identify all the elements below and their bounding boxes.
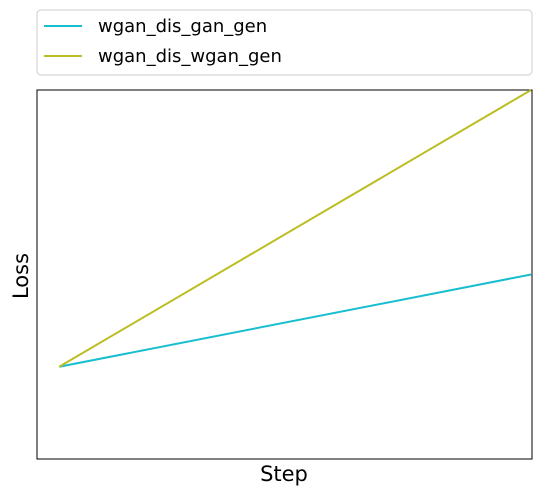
plot-area	[36, 89, 533, 460]
series-line-wgan-dis-gan-gen	[58, 273, 532, 368]
series-line-wgan-dis-wgan-gen	[58, 89, 532, 368]
x-axis-label: Step	[260, 462, 308, 486]
series-group	[58, 89, 532, 368]
legend-box	[36, 9, 533, 76]
legend: wgan_dis_gan_gen wgan_dis_wgan_gen	[36, 9, 533, 76]
y-axis-label: Loss	[9, 253, 33, 299]
legend-label-wgan-dis-gan-gen: wgan_dis_gan_gen	[98, 16, 267, 37]
legend-label-wgan-dis-wgan-gen: wgan_dis_wgan_gen	[98, 46, 282, 67]
